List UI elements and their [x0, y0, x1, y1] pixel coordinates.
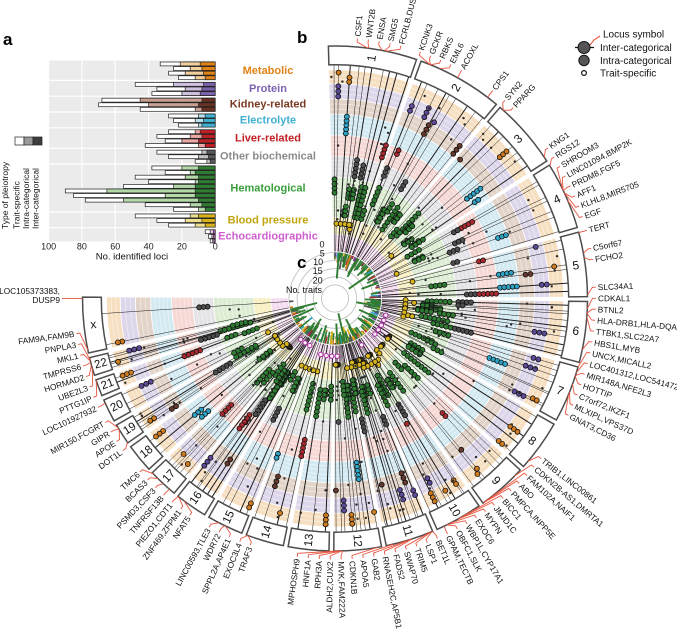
svg-text:Echocardiographic: Echocardiographic [218, 230, 318, 242]
svg-text:60: 60 [110, 242, 120, 252]
svg-text:80: 80 [77, 242, 87, 252]
svg-text:b: b [297, 28, 307, 47]
svg-text:No. identified loci: No. identified loci [96, 252, 168, 263]
svg-text:Protein: Protein [249, 83, 287, 95]
svg-text:13: 13 [303, 533, 316, 547]
svg-text:20: 20 [313, 275, 323, 285]
svg-text:Electrolyte: Electrolyte [240, 115, 296, 127]
svg-text:ALDH2,CUX2: ALDH2,CUX2 [324, 561, 335, 613]
svg-text:SLC34A1: SLC34A1 [598, 281, 634, 293]
svg-text:Type of pleiotropy: Type of pleiotropy [0, 161, 10, 229]
svg-text:No. traits: No. traits [286, 285, 323, 295]
svg-text:Intra-categorical: Intra-categorical [21, 168, 31, 229]
svg-text:Inter-categorical: Inter-categorical [31, 168, 41, 229]
svg-text:Hematological: Hematological [230, 183, 305, 195]
svg-text:Inter-categorical: Inter-categorical [600, 43, 672, 54]
svg-text:Trait-specific: Trait-specific [12, 180, 22, 229]
svg-text:a: a [3, 30, 13, 49]
svg-text:100: 100 [41, 242, 56, 252]
svg-text:0: 0 [213, 242, 218, 252]
svg-text:Intra-categorical: Intra-categorical [600, 56, 672, 67]
svg-text:CDKAL1: CDKAL1 [598, 293, 631, 303]
svg-text:Liver-related: Liver-related [235, 133, 301, 145]
svg-text:12: 12 [350, 534, 363, 548]
svg-text:Blood pressure: Blood pressure [228, 215, 309, 227]
svg-text:Metabolic: Metabolic [243, 65, 294, 77]
svg-text:MVK,FAM222A: MVK,FAM222A [336, 561, 347, 618]
svg-text:Locus symbol: Locus symbol [603, 30, 664, 41]
svg-text:RPH3A: RPH3A [312, 560, 324, 589]
svg-text:20: 20 [177, 242, 187, 252]
svg-text:Trait-specific: Trait-specific [600, 69, 656, 80]
svg-text:c: c [297, 253, 306, 272]
svg-text:BTNL2: BTNL2 [598, 304, 625, 315]
svg-text:40: 40 [144, 242, 154, 252]
svg-text:Other biochemical: Other biochemical [220, 151, 316, 163]
svg-text:DUSP9: DUSP9 [32, 295, 60, 305]
svg-text:CSF1: CSF1 [353, 15, 365, 37]
svg-text:15: 15 [313, 266, 323, 276]
svg-text:Kidney-related: Kidney-related [230, 99, 306, 111]
